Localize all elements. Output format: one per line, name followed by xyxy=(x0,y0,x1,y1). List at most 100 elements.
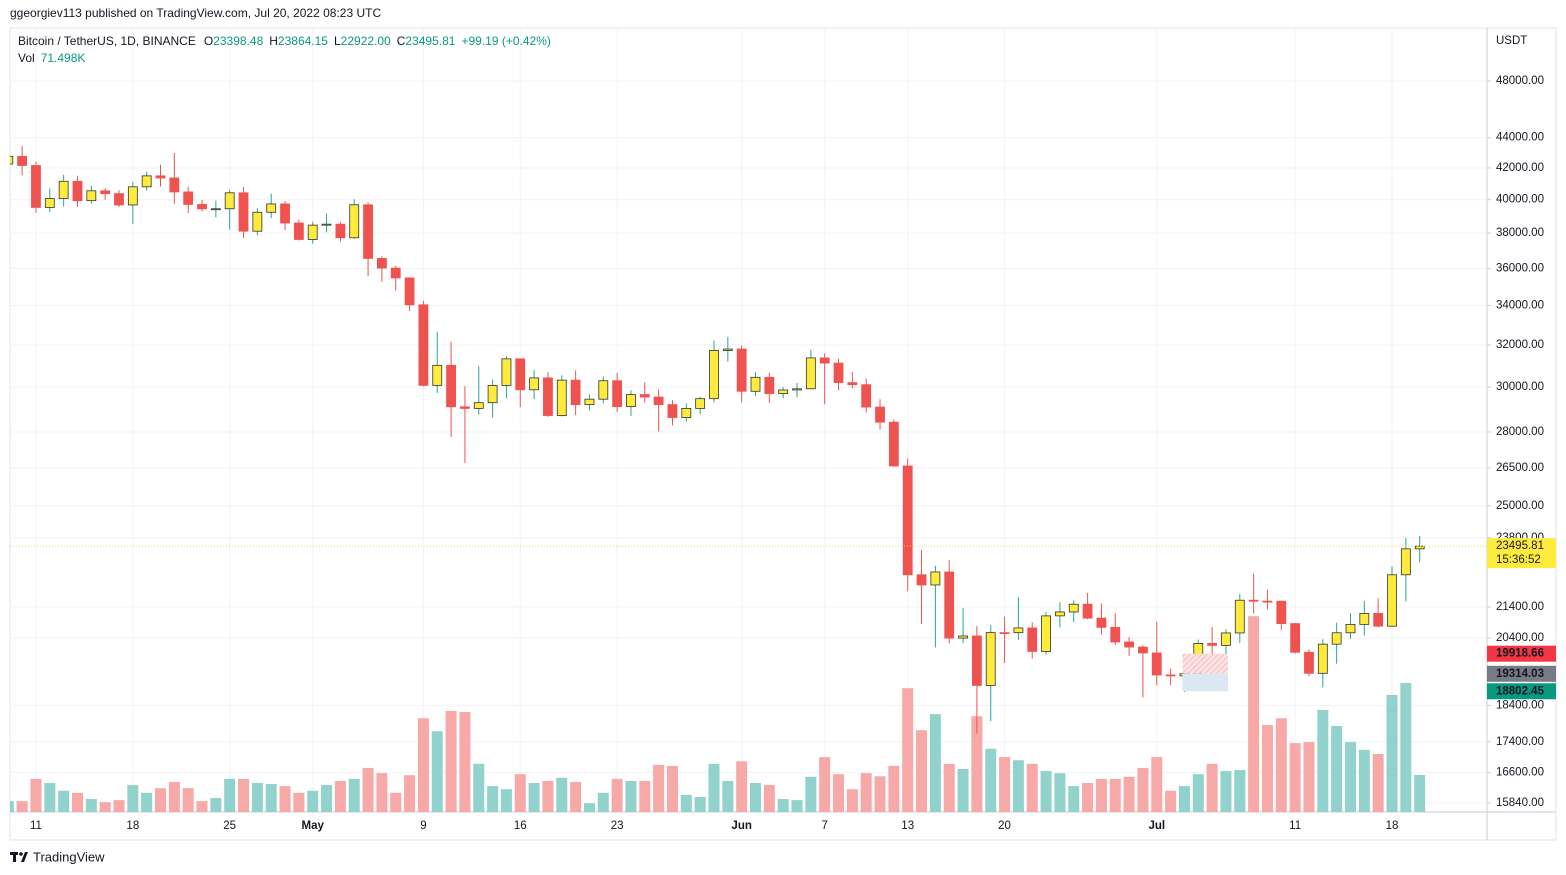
volume-bar xyxy=(85,799,97,812)
volume-bar xyxy=(210,798,222,812)
volume-bar xyxy=(805,776,817,812)
candle-body xyxy=(888,421,899,467)
candle-body xyxy=(17,155,28,166)
candle-body xyxy=(155,175,166,179)
volume-bar xyxy=(1151,757,1163,812)
volume-bar xyxy=(334,780,346,812)
y-tick-label: 25000.00 xyxy=(1496,500,1544,512)
volume-bar xyxy=(929,714,941,812)
volume-bar xyxy=(417,718,429,812)
candle-body xyxy=(1414,545,1425,550)
candle-body xyxy=(460,406,470,409)
level-label: 19918.66 xyxy=(1496,648,1544,660)
volume-bar xyxy=(819,757,831,812)
candle-body xyxy=(626,394,636,408)
candle-body xyxy=(833,362,844,384)
legend-line: Bitcoin / TetherUS, 1D, BINANCE O23398.48… xyxy=(18,34,551,48)
volume-bar xyxy=(999,757,1011,812)
volume-bar xyxy=(265,784,277,812)
volume-bar xyxy=(321,785,333,812)
volume-bar xyxy=(1192,774,1204,812)
volume-bar xyxy=(514,774,526,812)
volume-bar xyxy=(293,792,305,812)
volume-bar xyxy=(431,731,443,812)
volume-bar xyxy=(777,799,789,812)
volume-bar xyxy=(1178,786,1190,812)
candle-body xyxy=(847,382,858,386)
candle-body xyxy=(944,571,955,639)
volume-bar xyxy=(155,788,167,812)
candle-body xyxy=(1082,603,1093,619)
volume-bar xyxy=(168,781,180,812)
ohlc-key: O xyxy=(204,34,213,48)
volume-bar xyxy=(860,773,872,812)
candle-body xyxy=(1013,627,1024,634)
candle-body xyxy=(432,364,443,386)
x-tick-label: May xyxy=(302,820,325,832)
x-tick-label: 18 xyxy=(1386,820,1399,832)
volume-bar xyxy=(653,764,665,812)
x-tick-label: 16 xyxy=(514,820,527,832)
y-tick-label: 38000.00 xyxy=(1496,227,1544,239)
candle-body xyxy=(238,192,249,232)
candle-body xyxy=(1151,652,1162,676)
volume-bar xyxy=(708,763,720,812)
volume-bar xyxy=(1012,760,1024,812)
candle-body xyxy=(1304,651,1314,674)
candle-body xyxy=(736,348,747,392)
volume-bar xyxy=(362,767,374,812)
volume-bar xyxy=(639,780,651,812)
candle-body xyxy=(985,632,996,686)
x-tick-label: 11 xyxy=(1289,820,1301,832)
ohlc-key: L xyxy=(334,34,341,48)
candle-body xyxy=(1290,623,1301,653)
volume-bar xyxy=(722,780,734,812)
volume-bar xyxy=(570,781,582,812)
candle-body xyxy=(141,175,152,188)
level-tag xyxy=(1487,683,1556,700)
volume-bar xyxy=(1123,776,1135,812)
level-tag xyxy=(1487,665,1556,682)
y-tick-label: 26500.00 xyxy=(1496,462,1544,474)
candle-body xyxy=(1165,674,1176,677)
candle-body xyxy=(819,357,830,364)
x-tick-label: Jun xyxy=(731,820,751,832)
candle-body xyxy=(1124,641,1134,648)
candle-body xyxy=(1331,632,1342,645)
volume-bar xyxy=(1234,770,1246,812)
candle-body xyxy=(612,380,623,408)
level-tag xyxy=(1487,645,1556,662)
candle-body xyxy=(999,632,1010,635)
volume-bar xyxy=(16,801,28,812)
level-label: 18802.45 xyxy=(1496,685,1545,697)
candle-body xyxy=(1055,611,1065,617)
y-tick-label: 30000.00 xyxy=(1496,381,1544,393)
last-price-tag xyxy=(1487,538,1556,569)
volume-bar xyxy=(376,773,388,812)
candle-body xyxy=(293,222,304,240)
volume-bar xyxy=(348,778,360,812)
volume-bar xyxy=(1026,763,1038,812)
volume-bar xyxy=(611,778,623,812)
candle-body xyxy=(1373,613,1384,627)
volume-bar xyxy=(445,710,457,812)
candle-body xyxy=(653,396,664,406)
y-tick-label: 32000.00 xyxy=(1496,339,1544,351)
candle-body xyxy=(639,394,650,398)
y-tick-label: 48000.00 xyxy=(1496,75,1544,87)
candle-body xyxy=(1207,643,1218,646)
volume-bar xyxy=(1137,767,1149,812)
candle-body xyxy=(1110,626,1121,643)
volume-bar xyxy=(971,716,983,812)
candle-body xyxy=(487,385,498,404)
ohlc: O23398.48 H23864.15 L22922.00 C23495.81 +99.… xyxy=(204,34,551,48)
y-tick-label: 15840.00 xyxy=(1496,797,1544,809)
volume-bar xyxy=(916,730,928,812)
volume-bar xyxy=(597,792,609,812)
footer-brand: TradingView xyxy=(33,849,105,864)
volume-bar xyxy=(1068,786,1080,812)
y-tick-label: 16600.00 xyxy=(1496,766,1544,778)
candle-body xyxy=(778,389,789,394)
ohlc-value: 23864.15 xyxy=(278,34,328,48)
